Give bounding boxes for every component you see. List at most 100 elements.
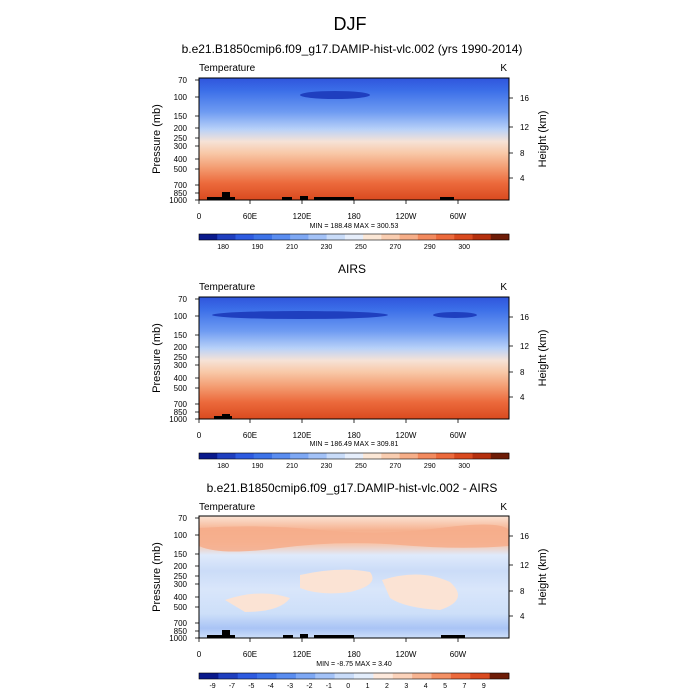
min-max-stats: MIN = 188.48 MAX = 300.53 (310, 223, 399, 230)
colorbar-swatch (271, 453, 291, 459)
y-axis-title-right: Height (km) (537, 330, 549, 387)
y-tick: 400 (174, 593, 188, 602)
panel-title: b.e21.B1850cmip6.f09_g17.DAMIP-hist-vlc.… (207, 481, 498, 495)
colorbar-swatch (470, 673, 490, 679)
y-axis-title: Pressure (mb) (151, 104, 163, 174)
colorbar-label: 180 (217, 463, 229, 470)
height-tick: 4 (520, 174, 525, 183)
y-tick: 150 (174, 331, 188, 340)
x-tick: 120E (293, 212, 312, 221)
colorbar-swatch (454, 453, 473, 459)
colorbar: -9 -7 -5 -4 -3 -2 -1 0 1 2 3 4 5 7 9 (198, 672, 510, 690)
height-tick: 12 (520, 561, 529, 570)
x-tick: 0 (197, 650, 202, 659)
colorbar-label: 2 (385, 683, 389, 690)
right-label: K (500, 282, 507, 293)
colorbar-swatch (218, 673, 239, 679)
colorbar-swatch (490, 234, 510, 240)
x-tick-marks (198, 200, 459, 204)
min-max-stats: MIN = -8.75 MAX = 3.40 (316, 661, 392, 668)
y-tick: 700 (174, 400, 188, 409)
colorbar-swatch (290, 453, 309, 459)
height-tick: 4 (520, 612, 525, 621)
panel-title: b.e21.B1850cmip6.f09_g17.DAMIP-hist-vlc.… (182, 42, 523, 56)
colorbar-swatch (472, 234, 492, 240)
y-tick: 100 (174, 312, 188, 321)
colorbar-label: 4 (424, 683, 428, 690)
x-tick: 0 (197, 212, 202, 221)
colorbar-label: 270 (389, 463, 401, 470)
y-tick: 70 (178, 514, 187, 523)
colorbar-label: 9 (482, 683, 486, 690)
colorbar-swatch (257, 673, 277, 679)
colorbar-swatch (217, 234, 236, 240)
colorbar-swatch (253, 234, 273, 240)
colorbar-swatch (431, 673, 452, 679)
y-tick: 300 (174, 580, 188, 589)
height-tick: 16 (520, 532, 529, 541)
x-tick: 60E (243, 650, 257, 659)
colorbar-swatch (436, 234, 455, 240)
colorbar-swatch (472, 453, 492, 459)
height-ticks: 16 12 8 4 (520, 532, 529, 621)
colorbar-label: 300 (458, 244, 470, 251)
colorbar-label: 190 (252, 463, 264, 470)
y-tick: 400 (174, 374, 188, 383)
y-tick: 150 (174, 550, 188, 559)
colorbar-swatch (417, 453, 437, 459)
x-tick: 120E (293, 650, 312, 659)
y-tick: 700 (174, 181, 188, 190)
colorbar-swatch (326, 234, 346, 240)
colorbar-label: -9 (209, 683, 215, 690)
x-ticks: 0 60E 120E 180 120W 60W (197, 431, 467, 440)
left-label: Temperature (199, 63, 256, 74)
colorbar-label: 250 (355, 463, 367, 470)
colorbar-swatch (326, 453, 346, 459)
colorbar-swatch (354, 673, 374, 679)
colorbar-label: 210 (286, 244, 298, 251)
right-label: K (500, 502, 507, 513)
colorbar-label: -3 (287, 683, 293, 690)
y-tick: 850 (174, 189, 188, 198)
height-tick: 12 (520, 123, 529, 132)
colorbar-swatch (315, 673, 335, 679)
y-tick: 850 (174, 627, 188, 636)
colorbar-swatch (417, 234, 437, 240)
colorbar-swatch (490, 453, 510, 459)
colorbar-swatch (199, 453, 218, 459)
cold-tropopause-patch (300, 91, 370, 99)
colorbar-swatch (489, 673, 510, 679)
left-label: Temperature (199, 502, 256, 513)
pressure-tick-marks (195, 517, 199, 639)
figure-title: DJF (334, 14, 367, 34)
y-axis-title: Pressure (mb) (151, 542, 163, 612)
colorbar-swatch (235, 453, 255, 459)
x-tick: 120W (396, 650, 417, 659)
left-label: Temperature (199, 282, 256, 293)
y-tick: 1000 (169, 196, 187, 205)
panel-model: b.e21.B1850cmip6.f09_g17.DAMIP-hist-vlc.… (151, 42, 549, 251)
panel-airs: AIRS Temperature K Pressure (mb) Height … (151, 262, 549, 470)
panel-difference: b.e21.B1850cmip6.f09_g17.DAMIP-hist-vlc.… (151, 481, 549, 690)
colorbar-swatch (373, 673, 394, 679)
right-label: K (500, 63, 507, 74)
colorbar-swatch (450, 673, 471, 679)
y-tick: 200 (174, 343, 188, 352)
height-tick-marks (509, 535, 513, 617)
x-tick: 60W (450, 431, 467, 440)
x-tick: 120W (396, 431, 417, 440)
y-tick: 300 (174, 142, 188, 151)
y-tick: 300 (174, 361, 188, 370)
colorbar-label: 3 (404, 683, 408, 690)
x-tick: 120E (293, 431, 312, 440)
height-tick: 16 (520, 313, 529, 322)
y-axis-title-right: Height (km) (537, 549, 549, 606)
x-tick: 60E (243, 431, 257, 440)
colorbar-swatch (392, 673, 413, 679)
x-tick: 180 (347, 212, 361, 221)
y-tick: 250 (174, 572, 188, 581)
colorbar-label: -4 (268, 683, 274, 690)
y-tick: 200 (174, 562, 188, 571)
y-tick: 700 (174, 619, 188, 628)
colorbar-label: 1 (366, 683, 370, 690)
